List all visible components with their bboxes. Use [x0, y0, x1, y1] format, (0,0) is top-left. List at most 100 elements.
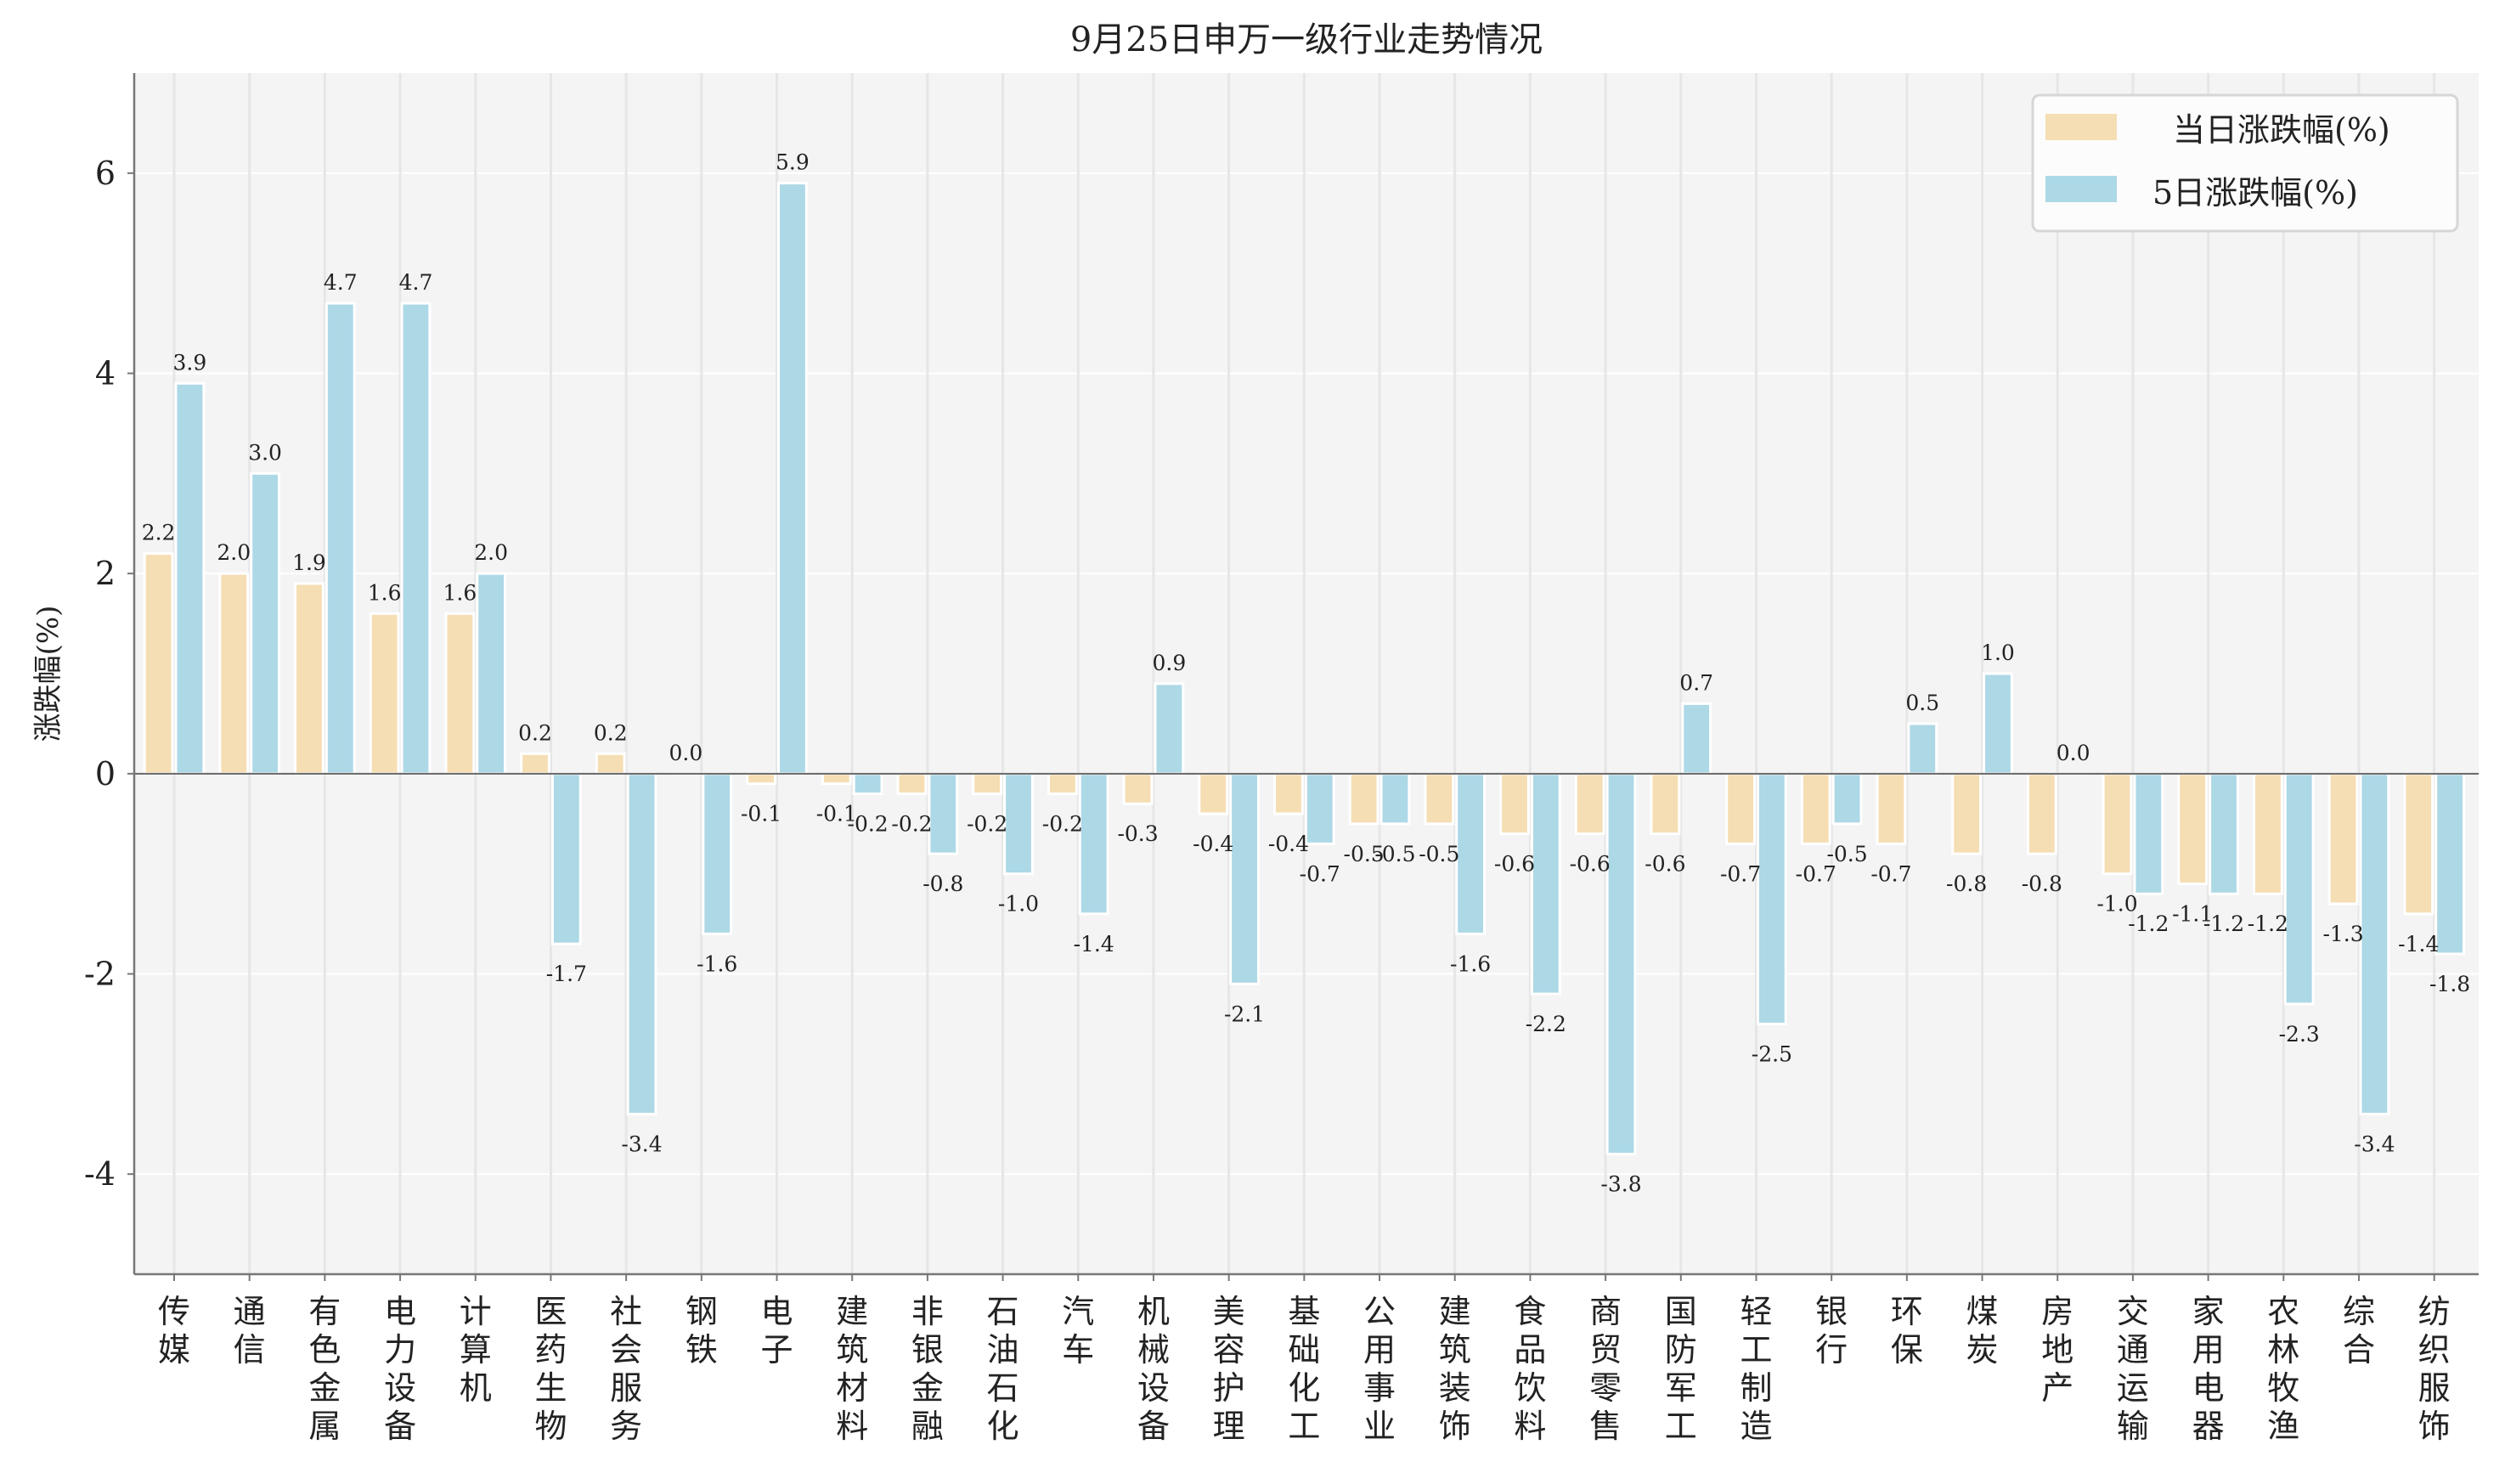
x-tick-char: 防: [1665, 1331, 1697, 1368]
y-tick-label: 0: [95, 755, 116, 793]
data-label-daily: -1.4: [2398, 932, 2439, 956]
x-tick-char: 装: [1439, 1369, 1471, 1407]
bar-5day: [402, 303, 430, 774]
x-tick-char: 理: [1213, 1408, 1245, 1445]
x-tick-char: 信: [234, 1331, 266, 1368]
data-label-5day: -1.4: [1074, 932, 1114, 956]
data-label-daily: -1.3: [2322, 922, 2363, 946]
x-tick-char: 运: [2117, 1369, 2149, 1407]
x-tick-char: 煤: [1966, 1293, 1999, 1330]
x-tick-label: 汽车: [1062, 1293, 1094, 1368]
data-label-daily: -0.8: [2022, 872, 2062, 896]
data-label-5day: -0.5: [1826, 842, 1867, 866]
x-tick-char: 算: [460, 1331, 492, 1368]
data-label-daily: -1.2: [2248, 911, 2288, 936]
x-tick-char: 机: [1137, 1293, 1170, 1330]
x-tick-char: 售: [1589, 1408, 1622, 1445]
bar-daily: [2103, 774, 2131, 874]
x-tick-char: 电: [2192, 1369, 2225, 1407]
x-tick-label: 钢铁: [685, 1293, 718, 1368]
x-tick-char: 色: [308, 1331, 341, 1368]
x-tick-char: 家: [2192, 1293, 2225, 1330]
data-label-5day: -1.0: [998, 892, 1039, 917]
bar-daily: [1501, 774, 1529, 834]
bar-5day: [251, 473, 279, 774]
bar-5day: [1607, 774, 1635, 1154]
x-tick-char: 地: [2041, 1331, 2073, 1368]
x-tick-char: 造: [1740, 1408, 1772, 1445]
x-tick-char: 器: [2192, 1408, 2225, 1445]
x-tick-char: 社: [610, 1293, 642, 1330]
x-tick-char: 电: [384, 1293, 416, 1330]
data-label-5day: -1.8: [2429, 972, 2470, 996]
x-tick-char: 医: [534, 1293, 567, 1330]
x-tick-char: 饮: [1514, 1369, 1546, 1407]
bar-daily: [1802, 774, 1830, 844]
data-label-daily: -0.7: [1720, 861, 1761, 886]
bar-daily: [1275, 774, 1303, 814]
x-tick-char: 油: [987, 1331, 1019, 1368]
bar-5day: [854, 774, 882, 794]
x-tick-label: 银行: [1815, 1293, 1848, 1368]
data-label-5day: -3.4: [621, 1131, 662, 1156]
x-tick-char: 药: [534, 1331, 567, 1368]
x-tick-char: 车: [1062, 1331, 1094, 1368]
data-label-daily: -0.6: [1494, 852, 1535, 877]
bar-5day: [176, 383, 204, 774]
x-tick-char: 轻: [1740, 1293, 1772, 1330]
legend-label-5day: 5日涨跌幅(%): [2152, 174, 2358, 212]
data-label-daily: -0.2: [891, 811, 932, 836]
x-tick-char: 建: [836, 1293, 868, 1330]
x-tick-char: 通: [2117, 1331, 2149, 1368]
x-tick-char: 保: [1891, 1331, 1923, 1368]
bar-5day: [2135, 774, 2163, 894]
x-tick-char: 金: [308, 1369, 341, 1407]
x-tick-label: 电力设备: [384, 1293, 416, 1445]
bar-daily: [370, 613, 398, 774]
x-tick-char: 军: [1665, 1369, 1697, 1407]
bar-5day: [552, 774, 580, 944]
x-tick-char: 护: [1213, 1369, 1245, 1407]
data-label-5day: -3.4: [2354, 1131, 2395, 1156]
x-tick-char: 计: [460, 1293, 492, 1330]
data-label-daily: 0.2: [518, 720, 552, 745]
bar-daily: [898, 774, 926, 794]
x-tick-label: 建筑装饰: [1439, 1293, 1471, 1445]
x-tick-char: 化: [987, 1408, 1019, 1445]
x-tick-char: 设: [384, 1369, 416, 1407]
x-tick-char: 行: [1815, 1331, 1848, 1368]
x-tick-char: 有: [308, 1293, 341, 1330]
bar-5day: [1231, 774, 1259, 984]
x-tick-char: 产: [2041, 1369, 2073, 1407]
x-tick-char: 公: [1363, 1293, 1396, 1330]
x-tick-char: 力: [384, 1331, 416, 1368]
x-tick-char: 房: [2041, 1293, 2073, 1330]
data-label-5day: -1.7: [546, 962, 587, 986]
x-tick-char: 贸: [1589, 1331, 1622, 1368]
x-tick-char: 石: [987, 1369, 1019, 1407]
x-tick-char: 机: [460, 1369, 492, 1407]
data-label-5day: 0.7: [1679, 670, 1713, 695]
bar-daily: [220, 573, 248, 774]
bar-5day: [1532, 774, 1560, 994]
x-ticks: 传媒通信有色金属电力设备计算机医药生物社会服务钢铁电子建筑材料非银金融石油石化汽…: [158, 1274, 2451, 1445]
x-tick-char: 属: [308, 1408, 341, 1445]
bar-5day: [628, 774, 656, 1114]
data-label-5day: -0.2: [848, 811, 889, 836]
bar-daily: [1199, 774, 1227, 814]
x-tick-label: 传媒: [158, 1293, 190, 1368]
data-label-daily: -0.1: [741, 802, 781, 827]
bar-5day: [1833, 774, 1861, 824]
x-tick-char: 食: [1514, 1293, 1546, 1330]
x-tick-char: 金: [911, 1369, 944, 1407]
legend-swatch-5day: [2045, 176, 2117, 202]
bar-5day: [2436, 774, 2464, 954]
bar-daily: [2329, 774, 2357, 904]
data-label-5day: -0.7: [1300, 861, 1340, 886]
x-tick-label: 非银金融: [911, 1293, 944, 1445]
bar-5day: [929, 774, 957, 854]
bar-daily: [522, 753, 550, 774]
bar-daily: [596, 753, 624, 774]
x-tick-char: 美: [1213, 1293, 1245, 1330]
